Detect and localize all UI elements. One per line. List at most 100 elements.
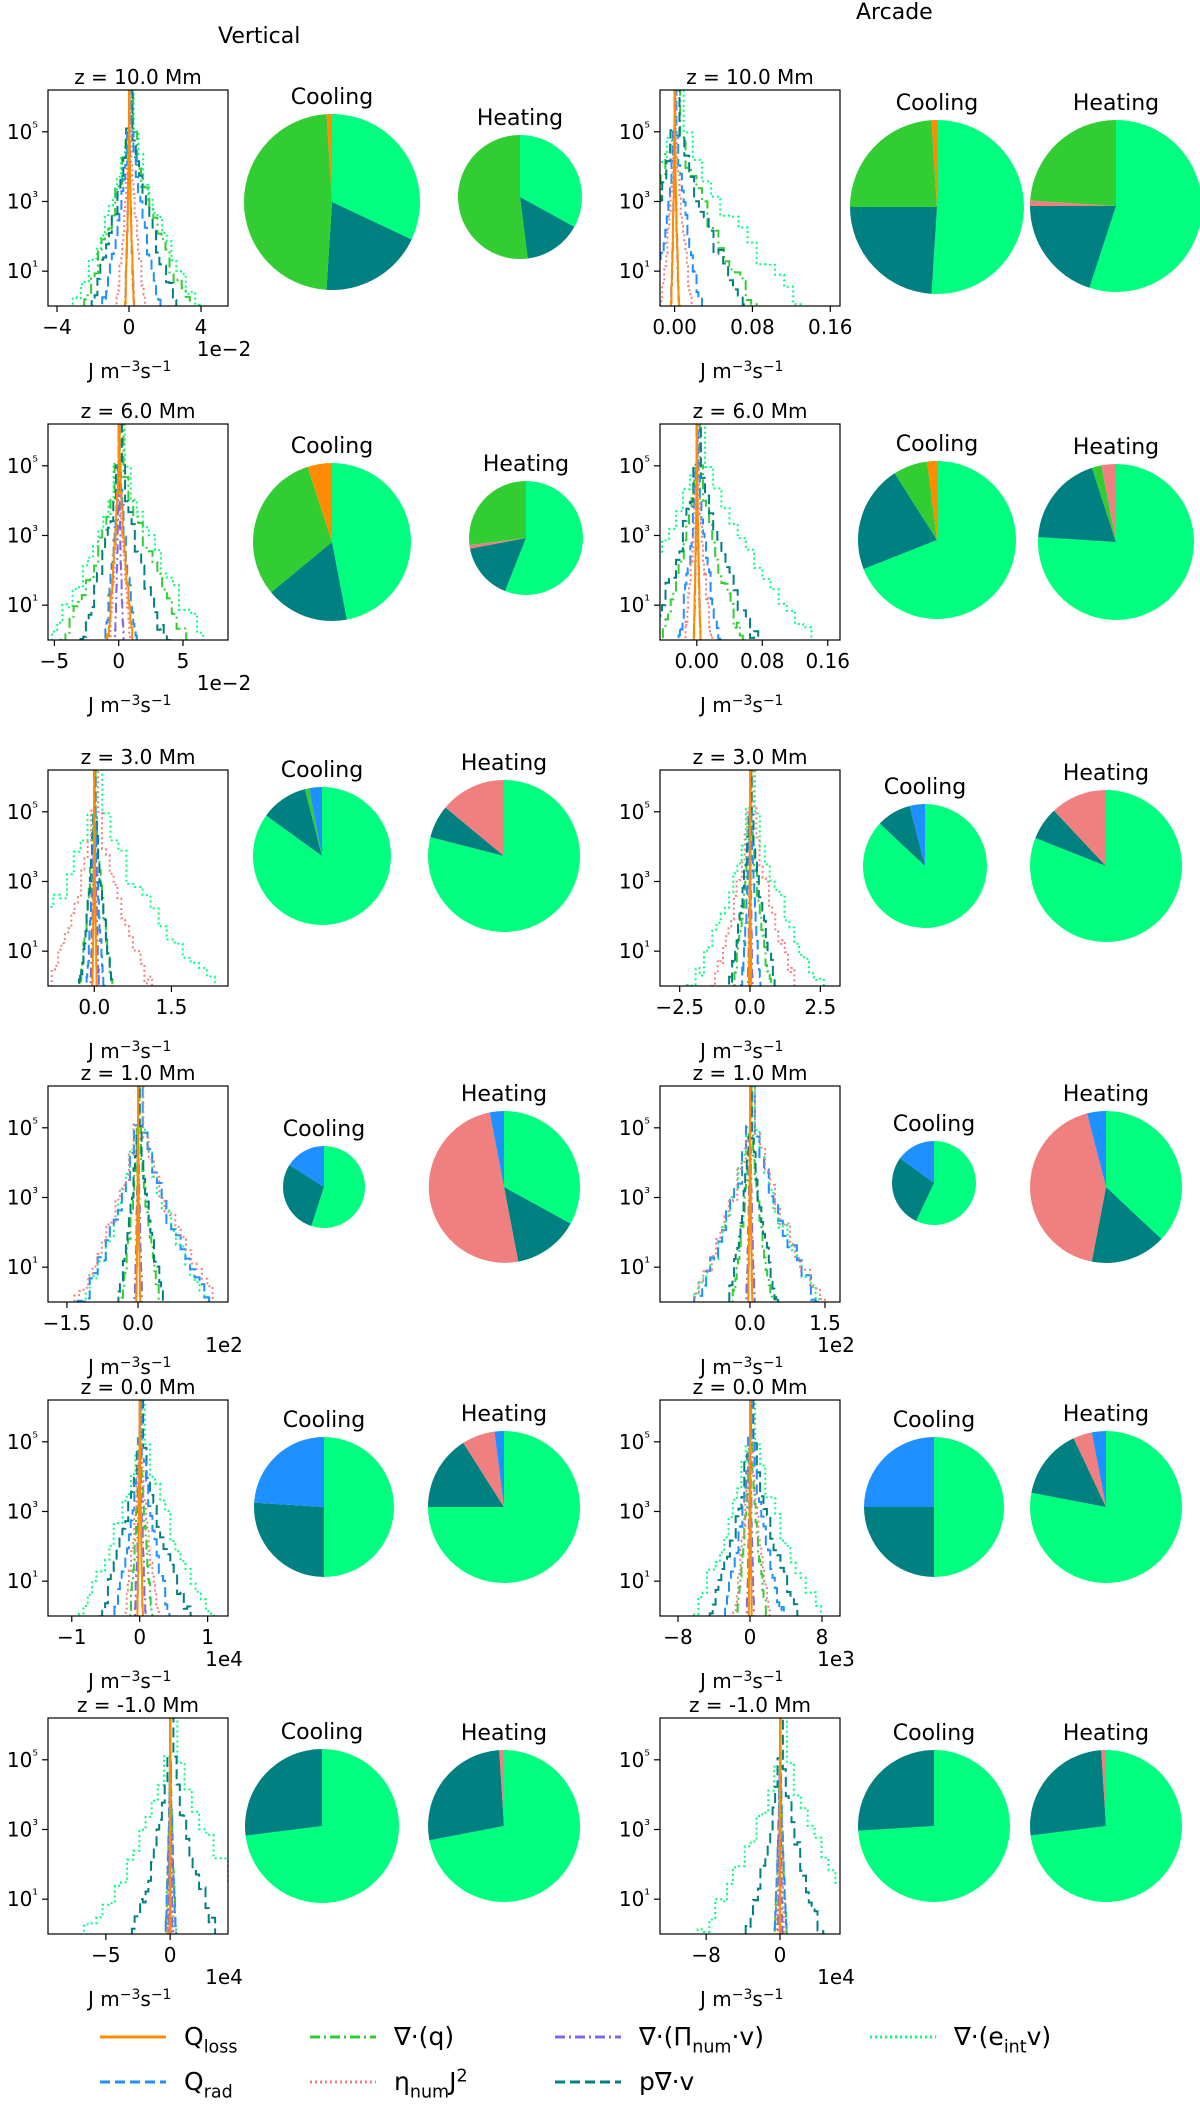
pie-slice-div_eint_v bbox=[1030, 790, 1183, 942]
legend-label: ∇·(q) bbox=[393, 2022, 454, 2051]
pie-title: Cooling bbox=[281, 1720, 363, 1745]
ytick-label: 10³ bbox=[7, 869, 38, 893]
pie-slice-p_div_v bbox=[266, 789, 322, 856]
legend-item-div_q: ∇·(q) bbox=[310, 2022, 454, 2051]
legend-label: ∇·(Πnum·v) bbox=[638, 2022, 764, 2058]
pie-title: Heating bbox=[1073, 435, 1159, 460]
pie-chart-heating: Heating bbox=[1030, 1721, 1183, 1902]
pie-slice-p_div_v bbox=[858, 1750, 934, 1831]
histogram-title: z = -1.0 Mm bbox=[689, 1693, 811, 1717]
xtick-label: 4 bbox=[195, 315, 208, 339]
legend-item-p_div_v: p∇·v bbox=[555, 2067, 695, 2096]
pie-slice-eta_J2 bbox=[463, 1431, 504, 1507]
pie-slice-div_q bbox=[1091, 465, 1116, 542]
pie-slice-div_q bbox=[304, 788, 322, 856]
ytick-label: 10³ bbox=[619, 1817, 650, 1841]
pie-slice-div_q bbox=[253, 466, 332, 593]
pie-slice-div_eint_v bbox=[505, 481, 583, 595]
pie-slice-Q_rad bbox=[864, 1437, 934, 1507]
x-axis-unit: J m−3s−1 bbox=[698, 1355, 783, 1379]
xtick-label: 0 bbox=[744, 1625, 757, 1649]
pie-slice-Q_rad bbox=[309, 787, 322, 856]
histogram-series-eta_J2 bbox=[693, 1086, 826, 1302]
x-scale-label: 1e4 bbox=[817, 1965, 855, 1989]
pie-slice-div_q bbox=[457, 134, 528, 259]
axes-frame bbox=[47, 769, 229, 987]
pie-chart-cooling: Cooling bbox=[245, 1720, 400, 1903]
histogram-series-div_eint_v bbox=[696, 1718, 840, 1934]
histogram-title: z = 0.0 Mm bbox=[693, 1375, 808, 1399]
legend-item-div_eint_v: ∇·(eintv) bbox=[870, 2022, 1051, 2058]
histogram-series-div_q bbox=[79, 90, 191, 306]
histogram-series-div_q bbox=[120, 1086, 162, 1302]
x-axis-unit: J m−3s−1 bbox=[698, 1039, 783, 1063]
pie-slice-div_eint_v bbox=[311, 1146, 366, 1228]
ytick-label: 10³ bbox=[7, 1499, 38, 1523]
pie-slice-div_eint_v bbox=[863, 461, 1017, 620]
pie-title: Cooling bbox=[283, 1408, 365, 1433]
pie-slice-eta_J2 bbox=[445, 780, 504, 856]
pie-slice-div_eint_v bbox=[324, 1437, 394, 1577]
pie-title: Cooling bbox=[884, 775, 966, 800]
pie-slice-div_q bbox=[469, 481, 526, 546]
xtick-label: 2.5 bbox=[804, 995, 836, 1019]
xtick-label: −5 bbox=[40, 649, 69, 673]
histogram-series-eta_J2 bbox=[115, 90, 146, 306]
pie-title: Cooling bbox=[893, 1721, 975, 1746]
histogram-title: z = -1.0 Mm bbox=[77, 1693, 199, 1717]
histogram-series-div_q bbox=[731, 1086, 773, 1302]
x-axis-unit: J m−3s−1 bbox=[86, 1669, 171, 1693]
xtick-label: 0.00 bbox=[675, 649, 720, 673]
xtick-label: −4 bbox=[42, 315, 71, 339]
xtick-label: 0.0 bbox=[734, 1311, 766, 1335]
histogram-title: z = 1.0 Mm bbox=[693, 1061, 808, 1085]
pie-slice-p_div_v bbox=[1038, 467, 1116, 542]
pie-slice-p_div_v bbox=[504, 1187, 571, 1262]
histogram-series-p_div_v bbox=[130, 1718, 223, 1934]
ytick-label: 10³ bbox=[7, 523, 38, 547]
x-scale-label: 1e−2 bbox=[197, 671, 252, 695]
ytick-label: 10¹ bbox=[7, 1255, 38, 1279]
pie-title: Heating bbox=[461, 1402, 547, 1427]
histogram-series-div_Pi bbox=[745, 1086, 756, 1302]
histogram-panel: z = -1.0 Mm 10¹ 10³ 10⁵ −5 0 1e4 J m−3s−1 bbox=[7, 1693, 243, 2011]
pie-slice-Q_loss bbox=[927, 461, 937, 540]
xtick-label: 0 bbox=[133, 1625, 146, 1649]
histogram-series-Q_rad bbox=[773, 1718, 788, 1934]
x-scale-label: 1e4 bbox=[205, 1965, 243, 1989]
histogram-series-Q_loss bbox=[778, 1718, 782, 1934]
pie-slice-p_div_v bbox=[254, 1502, 324, 1577]
pie-title: Heating bbox=[477, 106, 563, 131]
histogram-series-eta_J2 bbox=[711, 770, 802, 986]
histogram-series-p_div_v bbox=[117, 1086, 166, 1302]
pie-slice-div_eint_v bbox=[916, 1141, 977, 1225]
xtick-label: 0.16 bbox=[808, 315, 853, 339]
histogram-series-div_q bbox=[736, 1400, 767, 1616]
x-scale-label: 1e−2 bbox=[197, 337, 252, 361]
pie-title: Heating bbox=[1063, 1402, 1149, 1427]
histogram-series-Q_loss bbox=[748, 770, 753, 986]
pie-slice-div_eint_v bbox=[1089, 120, 1200, 292]
pie-slice-div_eint_v bbox=[934, 1437, 1004, 1577]
pie-slice-p_div_v bbox=[864, 1507, 934, 1577]
xtick-label: −8 bbox=[663, 1625, 692, 1649]
histogram-title: z = 6.0 Mm bbox=[81, 399, 196, 423]
ytick-label: 10⁵ bbox=[7, 1430, 38, 1454]
histogram-series-Q_rad bbox=[740, 770, 763, 986]
xtick-label: −5 bbox=[91, 1943, 120, 1967]
pie-slice-eta_J2 bbox=[469, 538, 526, 549]
pie-slice-div_q bbox=[850, 120, 937, 207]
axes-frame bbox=[659, 423, 841, 641]
pie-slice-Q_loss bbox=[326, 113, 332, 202]
column-title-arcade: Arcade bbox=[856, 0, 933, 25]
xtick-label: 0 bbox=[112, 649, 125, 673]
histogram-series-Q_loss bbox=[168, 1718, 172, 1934]
pie-chart-heating: Heating bbox=[469, 452, 583, 595]
x-scale-label: 1e2 bbox=[817, 1333, 855, 1357]
histogram-series-div_Pi bbox=[776, 1718, 784, 1934]
pie-slice-div_eint_v bbox=[520, 135, 582, 227]
x-axis-unit: J m−3s−1 bbox=[698, 359, 783, 383]
pie-slice-p_div_v bbox=[1031, 1438, 1106, 1507]
histogram-series-Q_loss bbox=[670, 90, 681, 306]
